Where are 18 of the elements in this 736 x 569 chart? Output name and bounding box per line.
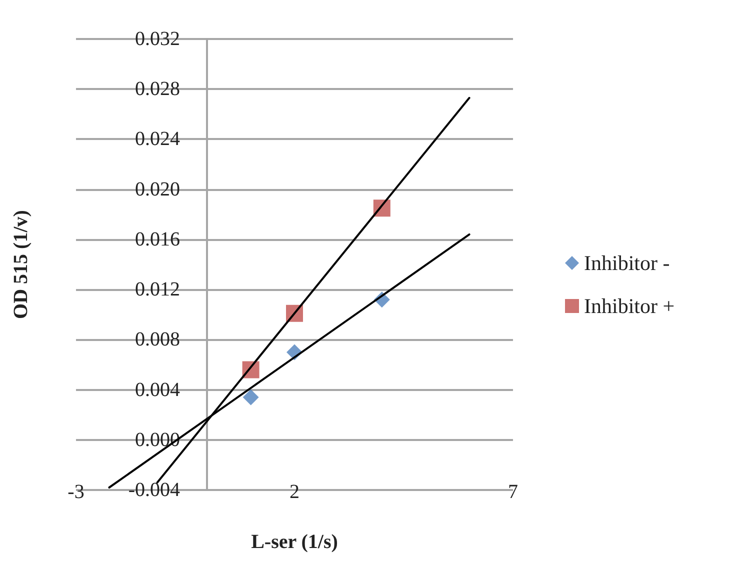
y-tick-label: 0.024 xyxy=(135,128,180,150)
legend-label: Inhibitor + xyxy=(584,294,675,318)
y-axis-title: OD 515 (1/v) xyxy=(10,210,32,319)
x-tick-label: -3 xyxy=(68,481,84,503)
y-tick-label: 0.000 xyxy=(135,428,180,451)
y-tick-label: 0.016 xyxy=(135,228,180,250)
x-axis-title: L-ser (1/s) xyxy=(251,531,338,553)
y-tick-label: -0.004 xyxy=(128,479,180,501)
point xyxy=(242,389,259,406)
y-tick-label: 0.004 xyxy=(135,378,180,401)
y-tick-label: 0.008 xyxy=(135,328,180,351)
y-tick-label: 0.028 xyxy=(135,78,180,100)
x-tick-label: 2 xyxy=(290,481,300,503)
x-tick-label: 7 xyxy=(508,481,518,503)
y-tick-label: 0.032 xyxy=(135,28,180,50)
y-tick-label: 0.012 xyxy=(135,278,180,301)
y-tick-label: 0.020 xyxy=(135,178,180,200)
legend-label: Inhibitor - xyxy=(584,251,670,275)
